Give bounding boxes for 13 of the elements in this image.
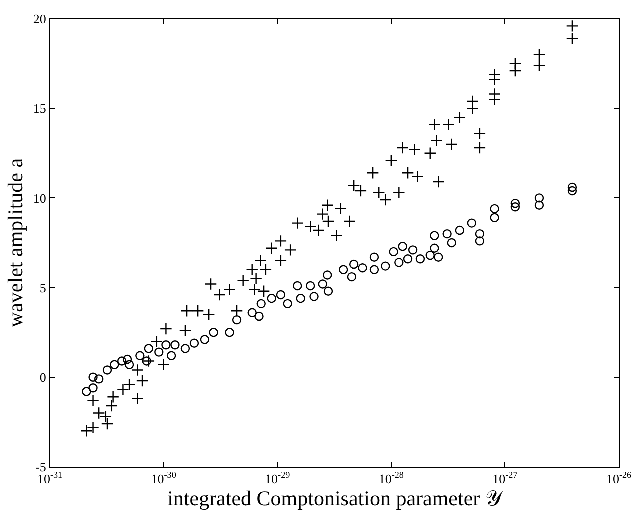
x-axis-title: integrated Comptonisation parameter 𝒴	[168, 486, 504, 511]
x-tick-label: 10$^{-30}$	[151, 470, 177, 487]
y-axis-title: wavelet amplitude a	[4, 158, 28, 328]
x-tick-label: 10$^{-26}$	[606, 470, 632, 487]
x-tick-label: 10$^{-28}$	[378, 470, 404, 487]
y-tick-label: -5	[36, 460, 46, 475]
y-tick-label: 20	[33, 12, 46, 27]
y-tick-label: 10	[33, 190, 46, 206]
y-tick-label: 5	[40, 280, 46, 296]
x-tick-label: 10$^{-27}$	[492, 470, 518, 487]
y-tick-label: 15	[33, 101, 46, 116]
x-tick-label: 10$^{-29}$	[265, 470, 291, 487]
y-tick-label: 0	[40, 370, 46, 385]
